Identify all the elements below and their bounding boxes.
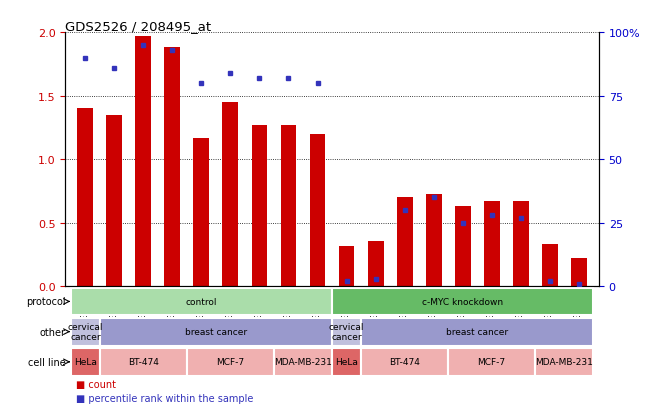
- Text: other: other: [40, 327, 66, 337]
- Bar: [542, 245, 557, 287]
- Bar: [339, 246, 355, 287]
- Bar: [100, 348, 187, 376]
- Bar: [448, 348, 535, 376]
- Text: MCF-7: MCF-7: [216, 358, 245, 366]
- Bar: [426, 194, 441, 287]
- Text: HeLa: HeLa: [74, 358, 97, 366]
- Text: cell line: cell line: [28, 357, 66, 367]
- Bar: [187, 348, 274, 376]
- Bar: [396, 198, 413, 287]
- Text: c-MYC knockdown: c-MYC knockdown: [422, 297, 503, 306]
- Bar: [309, 135, 326, 287]
- Bar: [135, 37, 152, 287]
- Bar: [281, 126, 296, 287]
- Bar: [361, 348, 448, 376]
- Text: MDA-MB-231: MDA-MB-231: [274, 358, 332, 366]
- Text: ■ percentile rank within the sample: ■ percentile rank within the sample: [76, 393, 253, 403]
- Bar: [274, 348, 332, 376]
- Text: MCF-7: MCF-7: [478, 358, 506, 366]
- Text: control: control: [186, 297, 217, 306]
- Bar: [165, 48, 180, 287]
- Text: protocol: protocol: [26, 297, 66, 307]
- Bar: [484, 202, 499, 287]
- Bar: [332, 288, 593, 316]
- Text: cervical
cancer: cervical cancer: [68, 322, 103, 342]
- Bar: [571, 259, 587, 287]
- Text: ■ count: ■ count: [76, 379, 116, 389]
- Bar: [332, 348, 361, 376]
- Bar: [71, 318, 100, 346]
- Text: breast cancer: breast cancer: [185, 328, 247, 336]
- Text: cervical
cancer: cervical cancer: [329, 322, 365, 342]
- Bar: [512, 202, 529, 287]
- Bar: [361, 318, 593, 346]
- Bar: [71, 348, 100, 376]
- Text: GDS2526 / 208495_at: GDS2526 / 208495_at: [65, 20, 211, 33]
- Bar: [368, 241, 383, 287]
- Bar: [454, 207, 471, 287]
- Text: breast cancer: breast cancer: [446, 328, 508, 336]
- Text: HeLa: HeLa: [335, 358, 358, 366]
- Bar: [100, 318, 332, 346]
- Text: BT-474: BT-474: [128, 358, 159, 366]
- Bar: [107, 116, 122, 287]
- Bar: [71, 288, 332, 316]
- Text: MDA-MB-231: MDA-MB-231: [535, 358, 593, 366]
- Bar: [332, 318, 361, 346]
- Bar: [535, 348, 593, 376]
- Text: BT-474: BT-474: [389, 358, 420, 366]
- Bar: [193, 138, 210, 287]
- Bar: [223, 103, 238, 287]
- Bar: [251, 126, 268, 287]
- Bar: [77, 109, 93, 287]
